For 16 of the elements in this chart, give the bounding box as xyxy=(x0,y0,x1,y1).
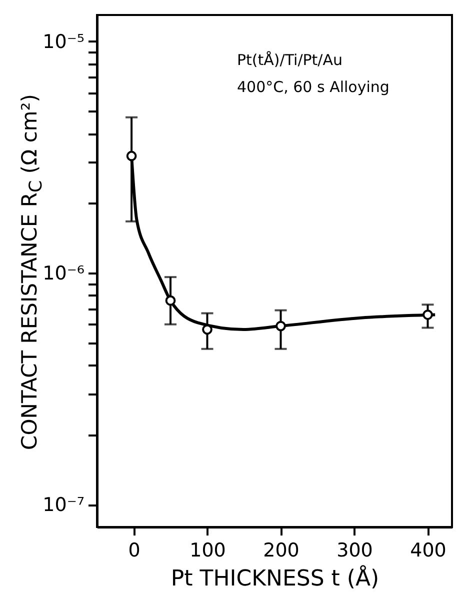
point xyxy=(422,310,433,320)
x-tick-label: 400 xyxy=(410,540,446,562)
point xyxy=(165,295,176,306)
annotation: 400°C, 60 s Alloying xyxy=(237,78,390,96)
y-tick-label: 10⁻⁵ xyxy=(42,30,84,53)
y-tick-label: 10⁻⁶ xyxy=(42,262,84,284)
x-tick-label: 200 xyxy=(263,540,300,562)
point xyxy=(276,320,286,332)
x-tick-label: 0 xyxy=(128,540,140,562)
x-tick-label: 300 xyxy=(336,540,373,562)
y-tick-label: 10⁻⁷ xyxy=(42,494,84,516)
annotation: Pt(tÅ)/Ti/Pt/Au xyxy=(237,51,342,69)
x-tick-label: 100 xyxy=(190,540,226,562)
point xyxy=(126,150,137,162)
point xyxy=(202,324,212,335)
x-axis-title: Pt THICKNESS t (Å) xyxy=(170,564,380,592)
